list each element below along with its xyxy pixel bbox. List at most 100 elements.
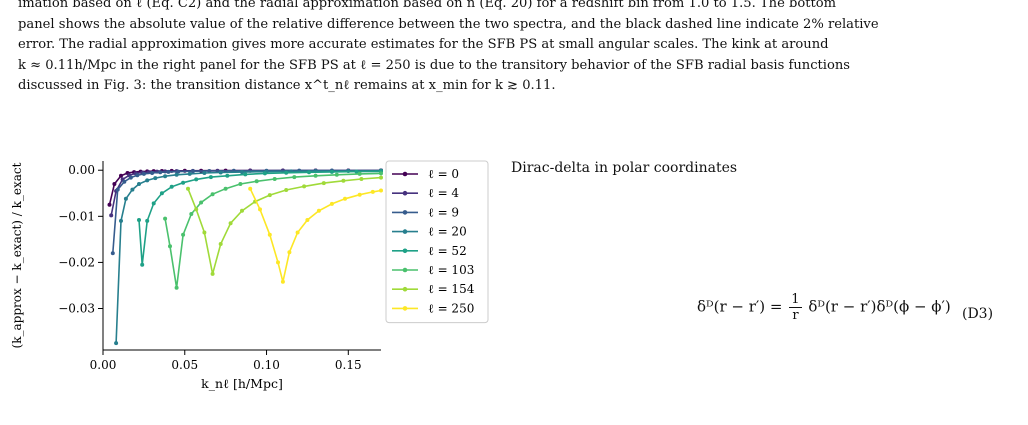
data-point xyxy=(137,218,141,222)
data-point xyxy=(130,187,135,192)
data-point xyxy=(240,170,244,175)
data-point xyxy=(189,212,194,216)
data-point xyxy=(119,173,123,178)
data-point xyxy=(305,218,310,222)
data-point xyxy=(287,250,292,255)
legend-swatch-marker xyxy=(402,171,408,177)
data-point xyxy=(166,169,171,174)
data-point xyxy=(145,178,150,183)
data-point xyxy=(284,188,289,192)
data-point xyxy=(262,171,267,176)
equation-rhs: δᴰ(r − r′)δᴰ(ϕ − ϕ′) xyxy=(808,297,951,316)
equation-lhs: δᴰ(r − r′) = xyxy=(697,297,783,316)
data-point xyxy=(329,201,334,206)
y-tick-label: −0.02 xyxy=(58,255,95,269)
data-point xyxy=(187,171,192,176)
data-point xyxy=(109,213,114,218)
data-point xyxy=(258,207,262,212)
figure: 0.00 0.05 0.10 0.15 0.00 −0.01 −0.02 −0.03 k_nℓ … xyxy=(0,148,500,425)
data-point xyxy=(225,173,230,178)
data-point xyxy=(354,169,359,174)
data-point xyxy=(150,171,155,175)
data-point xyxy=(321,181,326,186)
data-point xyxy=(199,200,204,205)
caption-line-5: discussed in Fig. 3: the transition dist… xyxy=(18,78,556,93)
legend-swatch-marker xyxy=(402,306,408,311)
x-tick-label: 0.05 xyxy=(171,358,198,372)
plot-series xyxy=(107,168,383,346)
data-point xyxy=(181,232,186,237)
chart-legend: ℓ = 0 ℓ = 4 ℓ = 9 ℓ = 20 ℓ = 52 ℓ = 103 ℓ = 15… xyxy=(385,160,489,324)
data-point xyxy=(295,230,300,235)
data-point xyxy=(107,202,112,207)
data-point xyxy=(240,208,244,213)
plot-axes: 0.00 0.05 0.10 0.15 0.00 −0.01 −0.02 −0.03 k_nℓ … xyxy=(10,161,381,391)
data-point xyxy=(223,186,228,191)
equation-fraction: 1 r xyxy=(789,292,802,323)
data-point xyxy=(238,182,243,186)
y-tick-label: −0.01 xyxy=(58,209,95,223)
data-point xyxy=(267,232,272,237)
data-point xyxy=(141,171,146,176)
caption-line-2: panel shows the absolute value of the re… xyxy=(18,16,879,32)
data-point xyxy=(208,175,213,180)
data-point xyxy=(254,179,259,184)
fraction-denominator: r xyxy=(792,308,799,323)
series-line xyxy=(249,188,382,282)
data-point xyxy=(122,179,127,184)
data-point xyxy=(174,172,179,177)
x-tick-label: 0.10 xyxy=(253,358,280,372)
data-point xyxy=(280,279,285,284)
data-point xyxy=(307,170,311,175)
data-point xyxy=(135,173,140,178)
y-tick-label: 0.00 xyxy=(68,163,95,177)
data-point xyxy=(210,192,215,197)
data-point xyxy=(210,271,215,276)
data-point xyxy=(115,187,120,192)
section-heading: Dirac-delta in polar coordinates xyxy=(511,160,738,176)
data-point xyxy=(194,207,199,212)
data-point xyxy=(357,171,362,176)
data-point xyxy=(202,230,207,235)
legend-label: ℓ = 103 xyxy=(428,263,474,277)
x-axis-label: k_nℓ [h/Mpc] xyxy=(201,376,283,391)
data-point xyxy=(181,180,186,185)
data-point xyxy=(123,196,128,201)
data-point xyxy=(159,191,164,196)
data-point xyxy=(119,218,123,223)
legend-label: ℓ = 20 xyxy=(428,225,467,239)
data-point xyxy=(145,218,150,223)
data-point xyxy=(158,170,163,175)
data-point xyxy=(169,184,174,189)
fraction-numerator: 1 xyxy=(789,292,802,308)
series-line xyxy=(164,172,382,288)
legend-label: ℓ = 154 xyxy=(428,282,475,296)
data-point xyxy=(218,242,223,246)
x-tick-label: 0.15 xyxy=(335,358,362,372)
data-point xyxy=(379,175,383,180)
data-point xyxy=(168,244,172,249)
data-point xyxy=(190,169,195,174)
data-point xyxy=(228,221,233,226)
data-point xyxy=(140,262,145,267)
relative-error-chart: 0.00 0.05 0.10 0.15 0.00 −0.01 −0.02 −0.03 k_nℓ … xyxy=(10,160,489,391)
data-point xyxy=(334,172,339,177)
y-axis-label: (k_approx − k_exact) / k_exact xyxy=(10,162,24,348)
data-point xyxy=(207,169,212,173)
data-point xyxy=(243,172,248,177)
data-point xyxy=(151,201,156,206)
data-point xyxy=(186,186,190,191)
caption-line-1: imation based on ℓ (Eq. C2) and the radi… xyxy=(18,0,837,11)
data-point xyxy=(370,189,375,194)
legend-label: ℓ = 52 xyxy=(428,244,467,258)
legend-swatch-marker xyxy=(402,267,408,273)
data-point xyxy=(267,193,272,198)
equation-d3: δᴰ(r − r′) = 1 r δᴰ(r − r′)δᴰ(ϕ − ϕ′) xyxy=(697,292,951,323)
data-point xyxy=(174,285,179,290)
data-point xyxy=(313,173,318,178)
legend-swatch-marker xyxy=(402,286,408,292)
data-point xyxy=(248,186,253,191)
legend-swatch-marker xyxy=(402,248,408,254)
y-tick-label: −0.03 xyxy=(58,302,95,316)
caption-line-3: error. The radial approximation gives mo… xyxy=(18,37,829,52)
